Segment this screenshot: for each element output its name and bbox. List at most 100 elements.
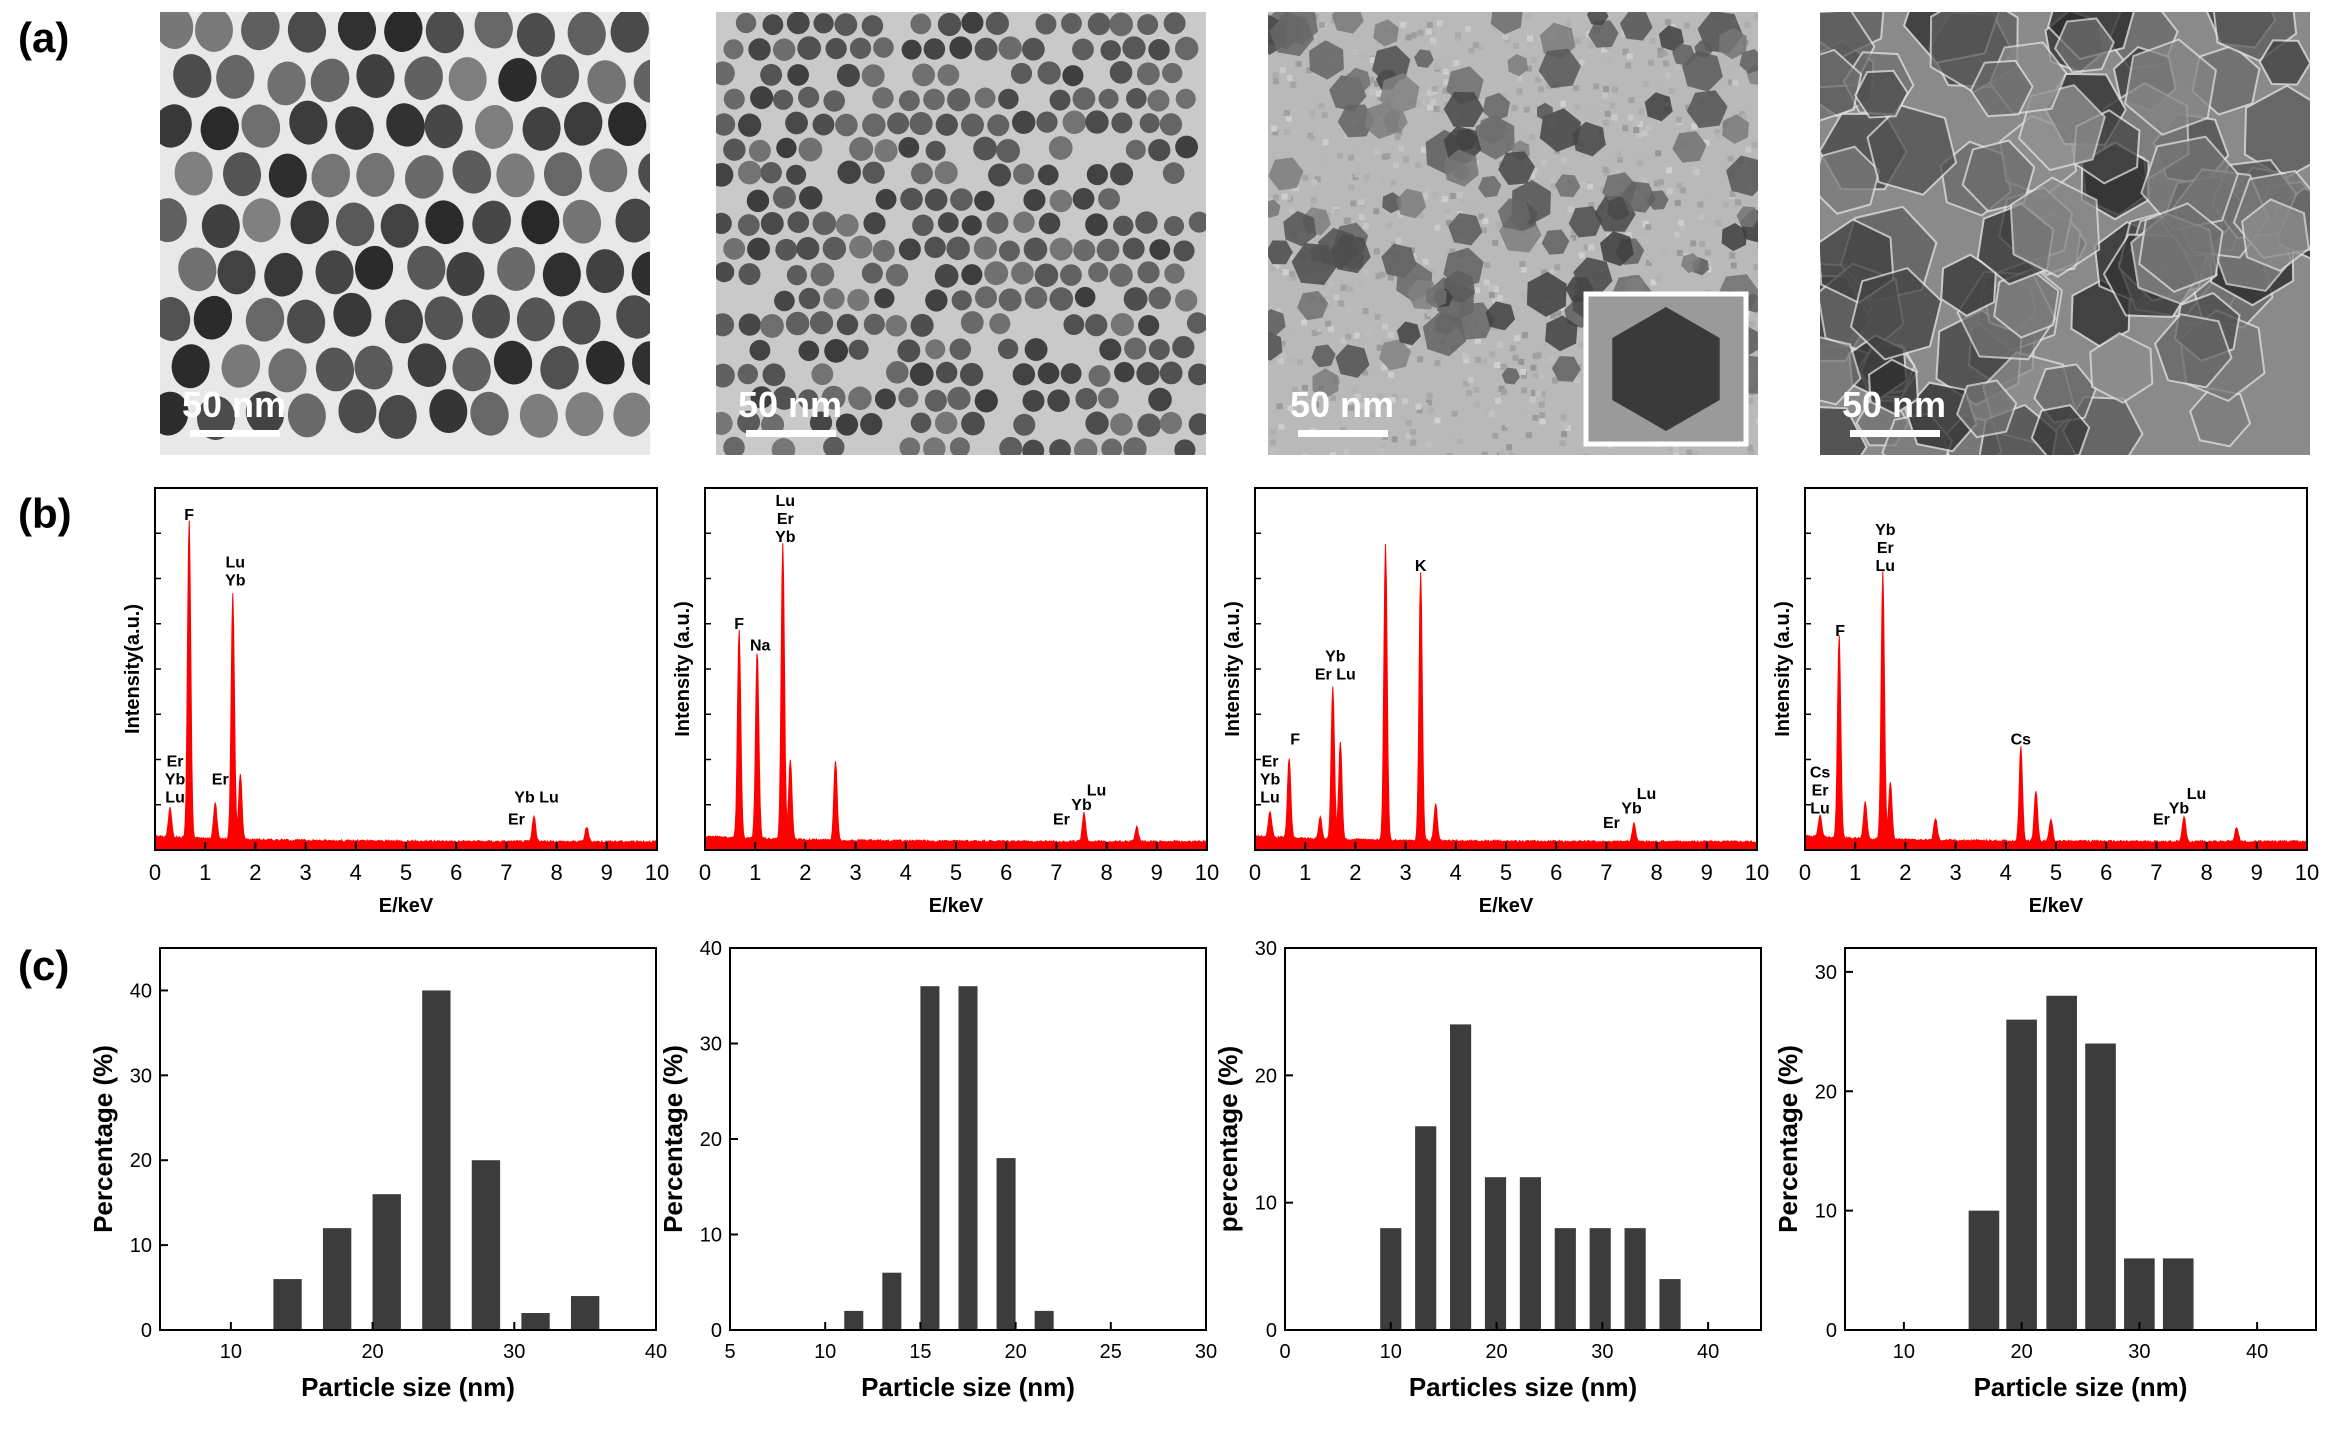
grain: [1756, 417, 1758, 424]
spectrum-trace: [1254, 543, 1758, 851]
nanoparticle: [937, 212, 959, 233]
nanoparticle: [935, 361, 958, 384]
nanoparticle: [1013, 211, 1035, 233]
grain: [1362, 269, 1369, 276]
grain: [1276, 403, 1283, 410]
grain: [1488, 292, 1495, 299]
nanoparticle: [2258, 39, 2310, 86]
grain: [1522, 293, 1529, 300]
nanoparticle: [1453, 302, 1495, 340]
peak-label: F: [734, 616, 744, 633]
nanoparticle: [1037, 61, 1061, 85]
grain: [1354, 171, 1361, 178]
grain: [1521, 266, 1528, 273]
nanoparticle: [1849, 266, 1943, 361]
eds-spectrum-1: 0 1 2 3 4 5 6 7 8 9 10 E/keV Intensity(a.u.) F Lu Yb Er Y…: [110, 484, 670, 934]
peak-label: Yb Lu: [514, 790, 558, 807]
nanoparticle: [1485, 301, 1516, 331]
grain: [1516, 88, 1523, 95]
grain: [1729, 190, 1736, 197]
nanoparticles: [716, 12, 1206, 455]
grain: [1676, 182, 1683, 189]
y-tick-label: 10: [130, 1235, 152, 1257]
histogram-bar: [1554, 1228, 1576, 1330]
grain: [1523, 106, 1530, 113]
grain: [1333, 209, 1340, 216]
grain: [1668, 87, 1675, 94]
nanoparticle: [974, 37, 998, 61]
grain: [1296, 73, 1303, 80]
grain: [1550, 183, 1557, 190]
nanoparticle: [898, 238, 921, 261]
grain: [1667, 444, 1674, 451]
nanoparticle: [1012, 110, 1036, 135]
nanoparticle: [2030, 404, 2091, 455]
peak-label: Lu: [776, 493, 796, 510]
grain: [1329, 452, 1336, 455]
grain: [1681, 72, 1688, 79]
nanoparticle: [1172, 335, 1195, 359]
grain: [1636, 132, 1643, 139]
grain: [1410, 439, 1417, 446]
grain: [1463, 357, 1470, 364]
y-axis-label: Intensity (a.u.): [672, 601, 694, 737]
nanoparticle: [898, 387, 919, 408]
nanoparticle: [1539, 108, 1581, 152]
nanoparticle: [1159, 411, 1183, 435]
grain: [1310, 196, 1317, 203]
size-histogram-3: 0 10 20 30 40 0 10 20 30 Particles size (nm) perce…: [1195, 938, 1775, 1440]
nanoparticle: [540, 345, 579, 390]
y-axis-label: Intensity (a.u.): [1772, 601, 1794, 737]
grain: [1467, 376, 1474, 383]
grain: [1727, 79, 1734, 86]
peak-label: Yb: [225, 572, 246, 589]
grain: [1439, 61, 1446, 68]
grain: [1611, 114, 1618, 121]
tem-image-3: 50 nm: [1268, 12, 1758, 455]
grain: [1714, 128, 1721, 135]
grain: [1529, 172, 1536, 179]
nanoparticle: [1718, 27, 1747, 60]
grain: [1549, 268, 1556, 275]
grain: [1309, 135, 1316, 142]
x-axis-label: E/keV: [1479, 895, 1534, 917]
nanoparticle: [1541, 229, 1570, 255]
grain: [1529, 134, 1536, 141]
grain: [1728, 62, 1735, 69]
grain: [1679, 187, 1686, 194]
grain: [1363, 222, 1370, 229]
nanoparticle: [760, 211, 784, 235]
nanoparticle: [925, 289, 948, 312]
panel-label-b: (b): [18, 490, 72, 537]
spectrum-trace: [704, 543, 1208, 851]
nanoparticle: [716, 261, 735, 283]
nanoparticle: [1096, 238, 1120, 262]
grain: [1355, 145, 1362, 152]
grain: [1394, 134, 1401, 141]
grain: [1445, 211, 1452, 218]
x-tick-label: 6: [1000, 860, 1012, 885]
grain: [1484, 262, 1491, 269]
nanoparticle: [1049, 287, 1074, 311]
plot-frame: [159, 947, 657, 1331]
nanoparticle: [608, 102, 647, 146]
nanoparticle: [737, 113, 762, 137]
grain: [1641, 130, 1648, 137]
grain: [1382, 323, 1389, 330]
grain: [1279, 340, 1286, 347]
grain: [1366, 365, 1373, 372]
nanoparticle: [2053, 17, 2115, 74]
nanoparticle: [567, 12, 606, 56]
histogram-bar: [471, 1160, 501, 1330]
nanoparticle: [898, 136, 920, 158]
histogram-bar: [1415, 1126, 1437, 1330]
nanoparticle: [1545, 315, 1578, 352]
x-tick-label: 10: [1380, 1341, 1402, 1363]
nanoparticle: [723, 88, 745, 110]
grain: [1677, 219, 1684, 226]
nanoparticle: [2009, 176, 2101, 278]
grain: [1602, 92, 1609, 99]
grain: [1691, 123, 1698, 130]
peak-label: Lu: [1637, 786, 1657, 803]
grain: [1489, 283, 1496, 290]
